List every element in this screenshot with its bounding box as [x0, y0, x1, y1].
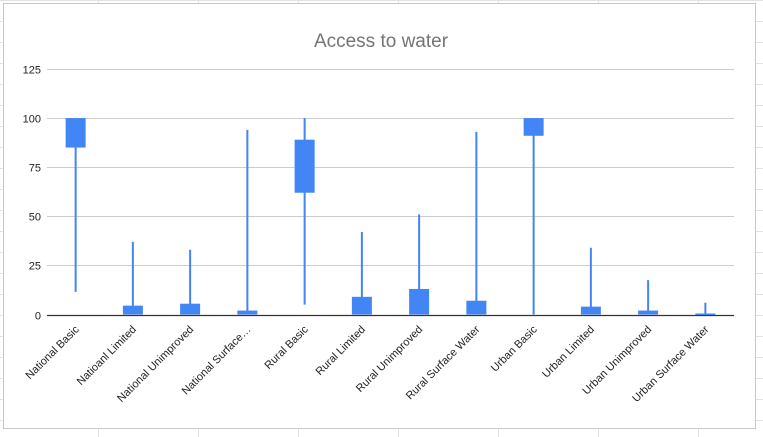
candle[interactable]	[409, 214, 430, 315]
y-tick-label: 50	[29, 212, 41, 224]
candle-body	[180, 303, 201, 315]
candle-body	[237, 310, 258, 315]
candle-body	[351, 296, 372, 315]
x-tick-label: Urban Limited	[540, 324, 597, 381]
y-axis-ticks: 0 25 50 75 100 125	[23, 65, 41, 323]
x-tick-label: Rural Limited	[314, 324, 368, 378]
candle[interactable]	[523, 118, 544, 315]
candle-body	[580, 306, 601, 315]
x-tick-label: National Basic	[24, 323, 83, 382]
candle-body	[638, 310, 659, 315]
candle[interactable]	[466, 131, 487, 315]
candle-body	[409, 288, 430, 315]
candlestick-chart: Access to water 0 25 50 75 100 125 National B…	[23, 31, 734, 405]
y-tick-label: 125	[23, 65, 41, 77]
candle-body	[466, 300, 487, 315]
candle[interactable]	[294, 118, 315, 305]
x-tick-label: Urban Basic	[489, 323, 540, 374]
gridlines	[47, 69, 734, 317]
candle[interactable]	[237, 129, 258, 315]
candle[interactable]	[351, 232, 372, 315]
candle-body	[523, 118, 544, 136]
candle[interactable]	[695, 302, 716, 316]
candle[interactable]	[638, 280, 659, 315]
y-tick-label: 100	[23, 114, 41, 126]
candle[interactable]	[122, 241, 143, 315]
x-tick-label: Natioanl Limited	[75, 324, 139, 388]
y-tick-label: 0	[35, 311, 41, 323]
chart-card[interactable]: Access to water 0 25 50 75 100 125 National B…	[3, 3, 756, 429]
candle[interactable]	[65, 118, 86, 292]
candle-body	[122, 305, 143, 315]
candles	[65, 118, 716, 316]
candle-body	[65, 118, 86, 148]
candle-body	[294, 139, 315, 193]
candle-body	[695, 313, 716, 316]
candle[interactable]	[580, 247, 601, 315]
candle[interactable]	[180, 249, 201, 315]
y-tick-label: 75	[29, 163, 41, 175]
chart-title: Access to water	[314, 31, 449, 52]
x-tick-label: Rural Basic	[262, 323, 311, 372]
y-tick-label: 25	[29, 261, 41, 273]
